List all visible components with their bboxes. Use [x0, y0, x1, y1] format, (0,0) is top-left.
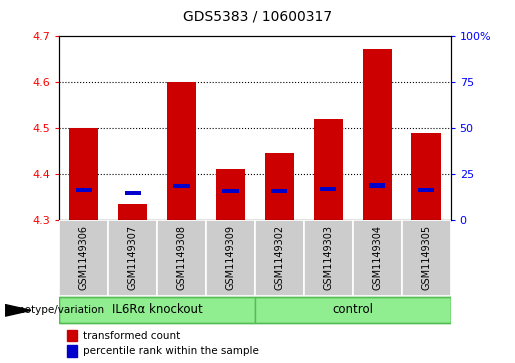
- Text: GSM1149304: GSM1149304: [372, 225, 382, 290]
- Bar: [157, 220, 206, 296]
- Text: control: control: [332, 303, 373, 316]
- Bar: [255, 297, 451, 323]
- Bar: [369, 183, 385, 188]
- Bar: [314, 119, 343, 220]
- Bar: [59, 220, 108, 296]
- Text: GDS5383 / 10600317: GDS5383 / 10600317: [183, 9, 332, 23]
- Text: GSM1149302: GSM1149302: [274, 225, 284, 290]
- Bar: [67, 330, 77, 341]
- Text: genotype/variation: genotype/variation: [5, 305, 104, 315]
- Bar: [206, 220, 255, 296]
- Text: percentile rank within the sample: percentile rank within the sample: [83, 346, 259, 356]
- Text: GSM1149303: GSM1149303: [323, 225, 333, 290]
- Bar: [265, 153, 294, 220]
- Bar: [125, 191, 141, 195]
- Text: GSM1149306: GSM1149306: [79, 225, 89, 290]
- Bar: [216, 169, 245, 220]
- Bar: [353, 220, 402, 296]
- Bar: [411, 134, 441, 220]
- Bar: [108, 220, 157, 296]
- Bar: [304, 220, 353, 296]
- Bar: [67, 345, 77, 357]
- Polygon shape: [5, 305, 31, 316]
- Bar: [76, 188, 92, 192]
- Text: GSM1149309: GSM1149309: [226, 225, 235, 290]
- Text: GSM1149308: GSM1149308: [177, 225, 186, 290]
- Text: IL6Rα knockout: IL6Rα knockout: [112, 303, 202, 316]
- Bar: [418, 188, 434, 192]
- Bar: [255, 220, 304, 296]
- Bar: [320, 187, 336, 191]
- Text: GSM1149305: GSM1149305: [421, 225, 431, 290]
- Bar: [174, 184, 190, 188]
- Bar: [402, 220, 451, 296]
- Text: transformed count: transformed count: [83, 331, 180, 341]
- Bar: [69, 128, 98, 220]
- Bar: [363, 49, 392, 220]
- Bar: [271, 189, 287, 193]
- Bar: [118, 204, 147, 220]
- Text: GSM1149307: GSM1149307: [128, 225, 138, 290]
- Bar: [222, 189, 238, 193]
- Bar: [167, 82, 196, 220]
- Bar: [59, 297, 255, 323]
